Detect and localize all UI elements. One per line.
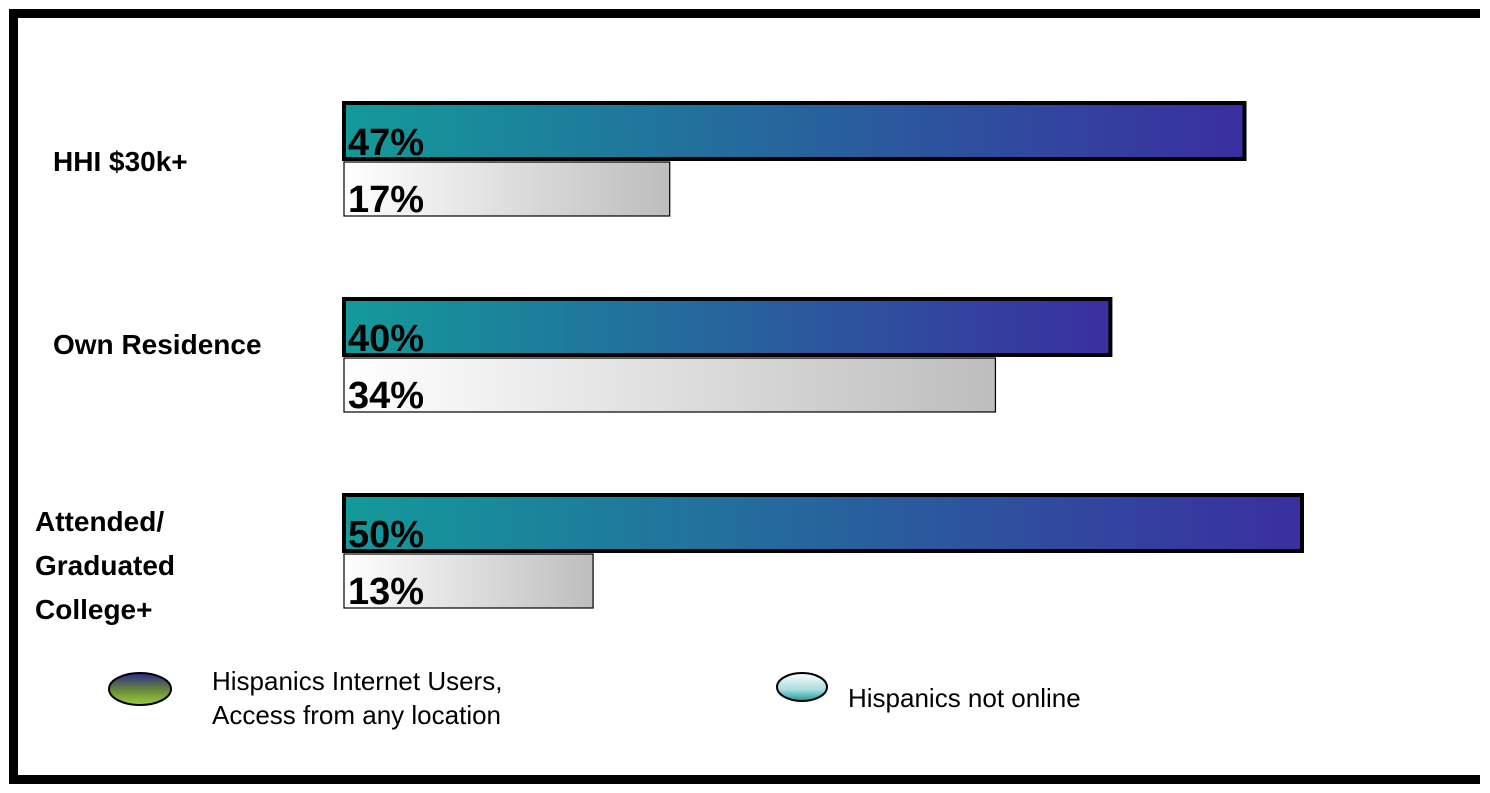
legend-swatch-not-online [776, 672, 828, 702]
legend-label-not-online: Hispanics not online [848, 683, 1081, 713]
value-label-internet-users-1: 40% [348, 318, 424, 360]
legend-swatch-internet-users [108, 672, 172, 706]
bar-internet-users-1 [342, 297, 1113, 357]
value-label-not-online-0: 17% [348, 179, 424, 221]
bar-internet-users-0 [342, 101, 1247, 161]
category-label-1: Own Residence [53, 329, 262, 360]
value-label-not-online-1: 34% [348, 375, 424, 417]
legend-label-internet-users: Hispanics Internet Users, Access from any… [212, 666, 502, 730]
value-label-internet-users-2: 50% [348, 514, 424, 556]
bar-not-online-2 [343, 553, 594, 609]
value-label-not-online-2: 13% [348, 571, 424, 613]
bar-not-online-1 [343, 357, 997, 413]
bar-not-online-0 [343, 161, 671, 217]
category-label-2: Attended/Graduated College+ [35, 506, 175, 625]
bar-internet-users-2 [342, 493, 1304, 553]
value-label-internet-users-0: 47% [348, 122, 424, 164]
category-label-0: HHI $30k+ [53, 146, 188, 177]
